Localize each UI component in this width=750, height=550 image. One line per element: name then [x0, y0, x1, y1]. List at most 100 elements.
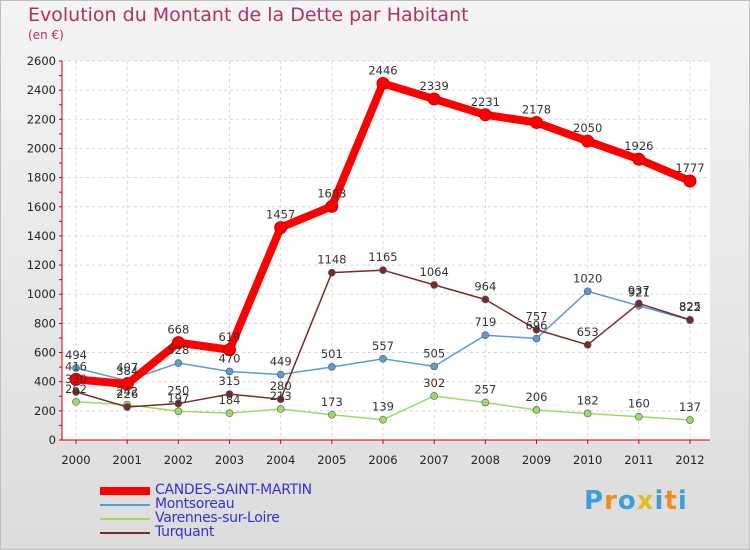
data-point: [430, 362, 438, 371]
data-label: 501: [321, 347, 343, 361]
data-label: 2446: [368, 63, 397, 77]
x-tick-label: 2007: [420, 453, 449, 467]
legend-swatch-varennes: [100, 518, 150, 520]
data-point: [69, 372, 83, 386]
x-tick-label: 2005: [317, 453, 346, 467]
logo-letter: r: [604, 486, 618, 516]
data-point: [532, 406, 541, 414]
data-label: 184: [219, 393, 241, 407]
data-label: 557: [372, 339, 394, 353]
data-point: [225, 367, 234, 376]
data-point: [481, 295, 490, 304]
data-point: [328, 268, 336, 277]
data-point: [583, 409, 592, 418]
data-point: [72, 364, 80, 372]
data-label: 1165: [368, 250, 397, 264]
data-label: 206: [526, 390, 548, 404]
data-label: 173: [321, 395, 343, 409]
data-label: 653: [577, 325, 599, 339]
plot-area: [62, 61, 710, 440]
data-label: 696: [526, 319, 548, 333]
data-label: 1064: [420, 265, 449, 279]
y-tick-label: 2000: [27, 141, 56, 155]
data-label: 822: [679, 300, 701, 314]
data-point: [686, 315, 694, 324]
data-point: [532, 334, 541, 343]
data-label: 668: [167, 323, 189, 337]
data-label: 528: [167, 343, 189, 357]
data-point: [530, 116, 543, 130]
data-point: [427, 92, 441, 106]
x-tick-label: 2008: [471, 453, 500, 467]
data-point: [583, 341, 592, 349]
data-point: [635, 412, 643, 421]
data-point: [430, 392, 438, 400]
data-label: 825: [679, 300, 701, 314]
data-label: 2178: [522, 103, 551, 117]
data-point: [379, 266, 387, 274]
data-point: [225, 390, 234, 398]
y-tick-label: 1200: [27, 258, 56, 272]
x-tick-label: 2001: [113, 453, 142, 467]
data-point: [123, 403, 131, 411]
data-label: 160: [628, 397, 650, 411]
data-label: 250: [167, 384, 189, 398]
logo-letter: P: [584, 486, 605, 516]
data-point: [379, 415, 387, 424]
x-tick-label: 2002: [164, 453, 193, 467]
data-label: 262: [65, 382, 87, 396]
data-point: [635, 299, 643, 308]
data-point: [171, 336, 185, 350]
data-point: [276, 370, 285, 379]
y-tick-label: 0: [49, 433, 56, 447]
data-label: 242: [116, 385, 138, 399]
data-point: [120, 377, 134, 391]
data-label: 2050: [573, 121, 602, 135]
y-tick-label: 200: [34, 404, 56, 418]
x-tick-label: 2004: [266, 453, 295, 467]
data-label: 416: [65, 359, 87, 373]
data-label: 1020: [573, 271, 602, 285]
data-label: 213: [270, 389, 292, 403]
data-point: [583, 287, 592, 296]
legend-label-montsoreau: Montsoreau: [155, 496, 235, 512]
data-point: [325, 199, 339, 213]
data-label: 1926: [624, 139, 653, 153]
data-point: [174, 359, 183, 367]
data-label: 280: [270, 379, 292, 393]
y-tick-label: 1000: [27, 287, 56, 301]
x-tick-label: 2010: [573, 453, 602, 467]
unit-label: (en €): [28, 28, 64, 42]
data-label: 619: [219, 330, 241, 344]
data-point: [686, 416, 694, 424]
line-chart: 0 200 400 600 800 1000 1200 1400 1600 1800 2000 220…: [27, 54, 710, 467]
data-label: 2339: [420, 79, 449, 93]
data-point: [274, 221, 288, 235]
data-label: 302: [423, 376, 445, 390]
proxiti-logo: Proxiti: [584, 486, 688, 516]
x-tick-label: 2006: [368, 453, 397, 467]
data-label: 505: [423, 346, 445, 360]
data-label: 137: [679, 400, 701, 414]
data-point: [328, 363, 336, 371]
logo-letter: t: [664, 486, 678, 516]
data-point: [225, 409, 234, 417]
data-label: 257: [474, 383, 496, 397]
y-tick-label: 1600: [27, 200, 56, 214]
data-label: 330: [65, 372, 87, 386]
x-tick-label: 2012: [675, 453, 704, 467]
legend-label-candes: CANDES-SAINT-MARTIN: [155, 482, 312, 498]
data-label: 226: [116, 387, 138, 401]
data-point: [379, 355, 387, 363]
data-point: [72, 398, 80, 406]
data-point: [632, 152, 646, 166]
data-label: 139: [372, 400, 394, 414]
data-point: [174, 407, 183, 416]
x-tick-label: 2003: [215, 453, 244, 467]
data-point: [328, 410, 336, 419]
logo-letter: i: [654, 486, 665, 516]
y-tick-label: 1400: [27, 229, 56, 243]
legend-swatch-turquant: [100, 532, 150, 534]
data-label: 182: [577, 393, 599, 407]
y-tick-label: 800: [34, 316, 56, 330]
